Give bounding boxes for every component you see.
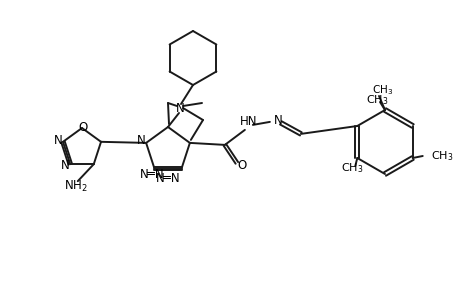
Text: O: O	[237, 159, 246, 172]
Text: CH$_3$: CH$_3$	[365, 93, 387, 107]
Text: N: N	[54, 134, 62, 147]
Text: CH$_3$: CH$_3$	[340, 161, 363, 175]
Text: N: N	[175, 101, 184, 115]
Text: NH$_2$: NH$_2$	[64, 178, 88, 194]
Text: N: N	[136, 134, 145, 147]
Text: HN: HN	[239, 116, 257, 128]
Text: CH$_3$: CH$_3$	[430, 149, 452, 163]
Text: CH$_3$: CH$_3$	[372, 83, 393, 97]
Text: N: N	[273, 114, 282, 128]
Text: N: N	[61, 159, 69, 172]
Text: N═N: N═N	[140, 168, 164, 181]
Text: N═N: N═N	[155, 172, 180, 185]
Text: O: O	[78, 121, 87, 134]
